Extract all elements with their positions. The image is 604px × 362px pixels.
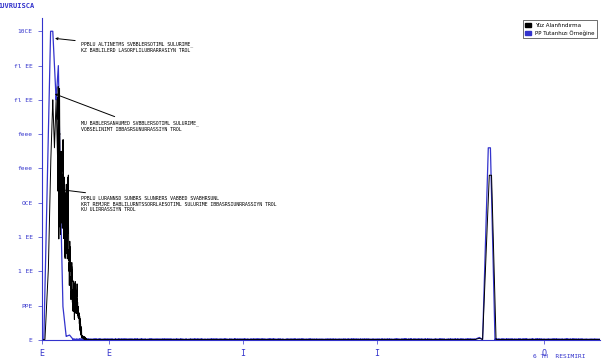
Text: PPBLU LURANNSD SUNBRS SLUNRERS VABBED SVABHRSUNL
KRT REMJRE BABLILURNTSSORRLAESO: PPBLU LURANNSD SUNBRS SLUNRERS VABBED SV…	[59, 189, 276, 212]
Text: PPBLU ALTINETMS SVBBLERSOTIML SULURIME_
KZ BABLILERD LASORFLILUBRARRASIYN TROL: PPBLU ALTINETMS SVBBLERSOTIML SULURIME_ …	[56, 38, 193, 53]
Legend: Yüz Alanfındırma, PP Tutanhızı Örneğine: Yüz Alanfındırma, PP Tutanhızı Örneğine	[523, 20, 597, 38]
Text: KUVRUISCA: KUVRUISCA	[0, 3, 35, 9]
Text: 6 TH  RESIMIRI: 6 TH RESIMIRI	[533, 354, 586, 359]
Text: MU BABLERSANAUMED SVBBLERSOTIML SULURIME_
VOBSELINIMT IBBASRSUNURRASSIYN TROL: MU BABLERSANAUMED SVBBLERSOTIML SULURIME…	[56, 94, 199, 132]
